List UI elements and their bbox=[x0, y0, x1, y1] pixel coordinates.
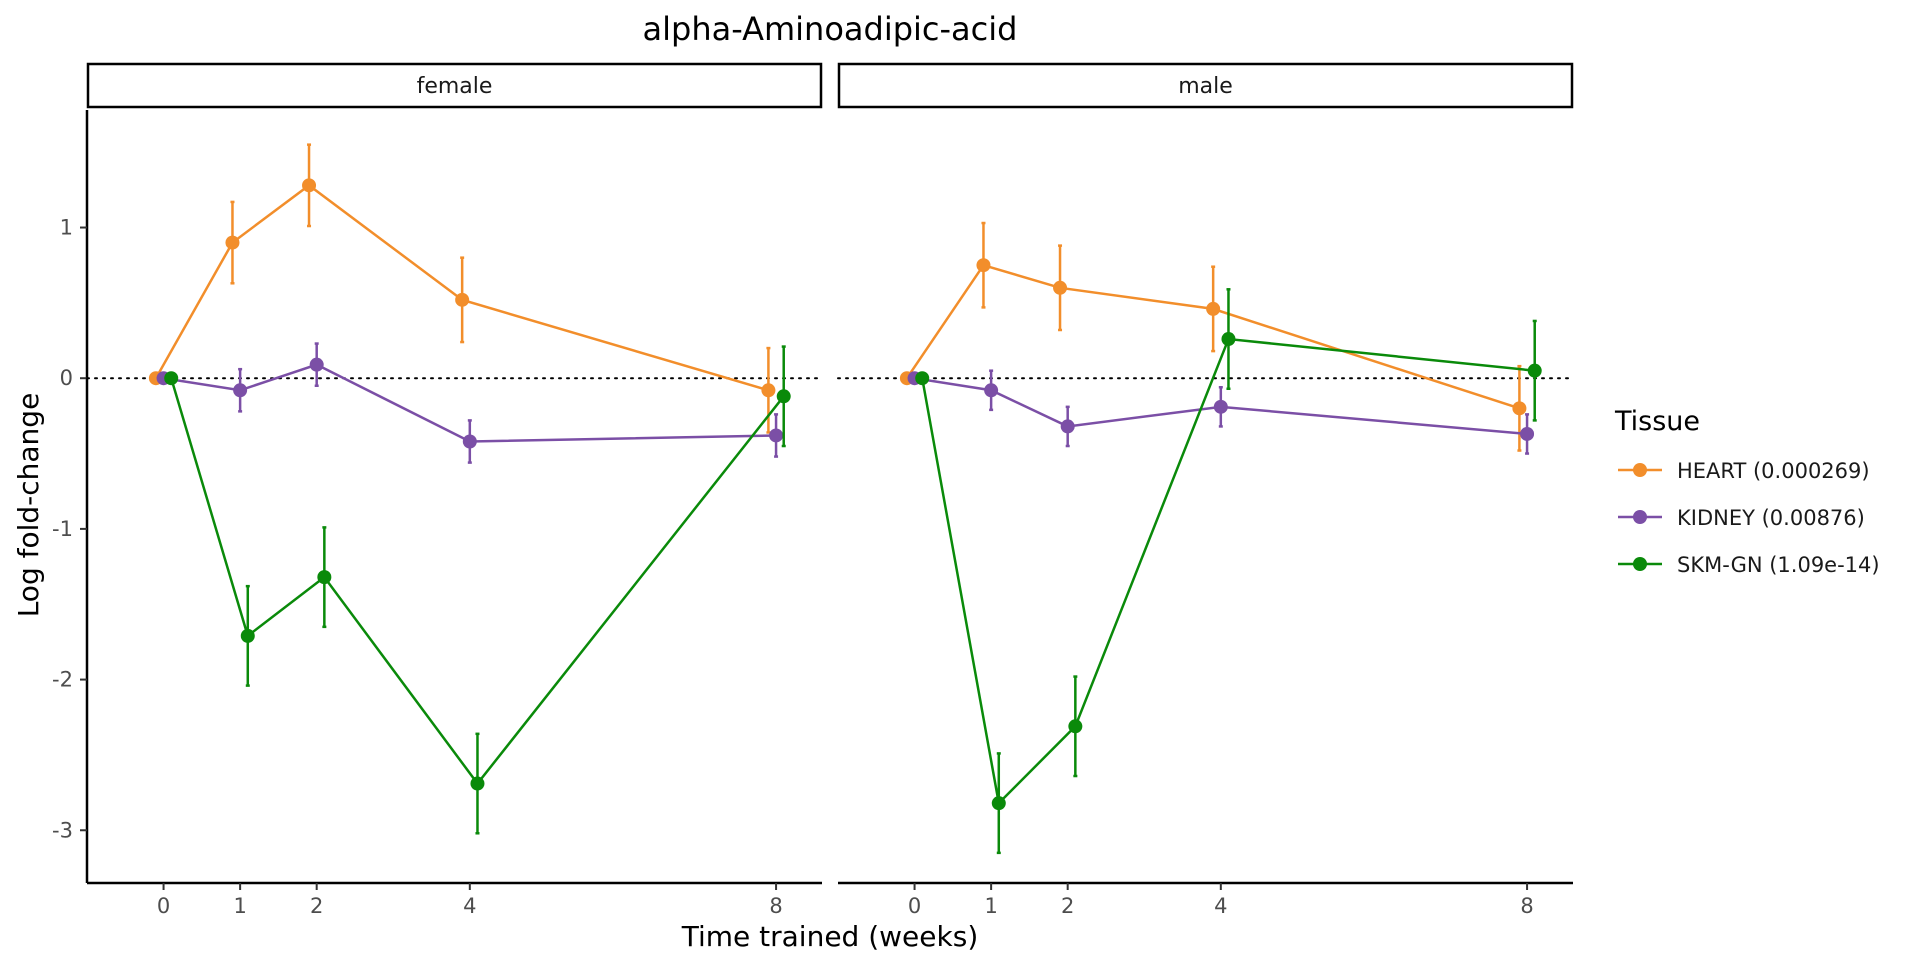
x-tick-label: 8 bbox=[769, 894, 782, 918]
panel-male: male 0 1 2 4 8 bbox=[837, 62, 1574, 918]
x-tick-label: 4 bbox=[1214, 894, 1227, 918]
data-point bbox=[1520, 426, 1535, 441]
data-point bbox=[1053, 280, 1068, 295]
panels-layer: female 0 1 2 4 8 1 0 -1 -2 -3 male 0 1 2 4 8 bbox=[52, 62, 1574, 918]
data-point bbox=[317, 570, 332, 585]
data-point bbox=[776, 389, 791, 404]
data-point bbox=[225, 235, 240, 250]
data-point bbox=[991, 796, 1006, 811]
strip-male bbox=[837, 62, 1574, 109]
x-tick-label: 1 bbox=[984, 894, 997, 918]
data-point bbox=[470, 776, 485, 791]
series-heart bbox=[148, 143, 776, 434]
x-axis-title: Time trained (weeks) bbox=[681, 920, 979, 953]
data-point bbox=[164, 371, 179, 386]
legend-title: Tissue bbox=[1614, 406, 1700, 437]
y-tick-label: -1 bbox=[52, 517, 73, 541]
data-point bbox=[302, 178, 317, 193]
y-tick-label: -3 bbox=[52, 818, 73, 842]
data-point bbox=[455, 292, 470, 307]
data-point bbox=[1206, 301, 1221, 316]
series-kidney bbox=[156, 342, 784, 464]
legend: HEART (0.000269) KIDNEY (0.00876) SKM-GN (… bbox=[1618, 459, 1880, 577]
legend-item: KIDNEY (0.00876) bbox=[1618, 506, 1865, 530]
series-heart bbox=[899, 221, 1527, 452]
legend-key-point bbox=[1633, 463, 1647, 477]
x-tick-label: 2 bbox=[310, 894, 323, 918]
x-tick-label: 4 bbox=[463, 894, 476, 918]
legend-key-point bbox=[1633, 557, 1647, 571]
data-point bbox=[462, 434, 477, 449]
data-point bbox=[915, 371, 930, 386]
x-tick-label: 1 bbox=[233, 894, 246, 918]
data-point bbox=[309, 357, 324, 372]
panel-female: female 0 1 2 4 8 1 0 -1 -2 -3 bbox=[52, 62, 823, 918]
y-tick-label: 0 bbox=[60, 366, 73, 390]
strip-label: female bbox=[417, 74, 493, 99]
x-tick-label: 0 bbox=[908, 894, 921, 918]
y-tick-label: -2 bbox=[52, 668, 73, 692]
data-point bbox=[984, 383, 999, 398]
x-tick-label: 2 bbox=[1061, 894, 1074, 918]
series-line bbox=[170, 377, 785, 786]
data-point bbox=[976, 258, 991, 273]
series-kidney bbox=[907, 369, 1535, 455]
data-point bbox=[1512, 401, 1527, 416]
legend-label: KIDNEY (0.00876) bbox=[1677, 506, 1865, 530]
legend-item: HEART (0.000269) bbox=[1618, 459, 1870, 483]
data-point bbox=[240, 628, 255, 643]
series-skm-gn bbox=[915, 288, 1542, 855]
data-point bbox=[1068, 719, 1083, 734]
data-point bbox=[1221, 332, 1236, 347]
y-axis-title: Log fold-change bbox=[12, 393, 45, 618]
legend-label: HEART (0.000269) bbox=[1677, 459, 1870, 483]
data-point bbox=[761, 383, 776, 398]
y-tick-label: 1 bbox=[60, 216, 73, 240]
legend-label: SKM-GN (1.09e-14) bbox=[1677, 553, 1880, 577]
data-point bbox=[233, 383, 248, 398]
series-skm-gn bbox=[164, 345, 791, 835]
legend-item: SKM-GN (1.09e-14) bbox=[1618, 553, 1880, 577]
strip-female bbox=[86, 62, 823, 109]
data-point bbox=[1527, 363, 1542, 378]
data-point bbox=[769, 428, 784, 443]
data-point bbox=[1060, 419, 1075, 434]
data-point bbox=[1213, 399, 1228, 414]
x-tick-label: 0 bbox=[157, 894, 170, 918]
chart-title: alpha-Aminoadipic-acid bbox=[643, 10, 1018, 48]
strip-label: male bbox=[1178, 74, 1233, 99]
legend-key-point bbox=[1633, 510, 1647, 524]
x-tick-label: 8 bbox=[1520, 894, 1533, 918]
